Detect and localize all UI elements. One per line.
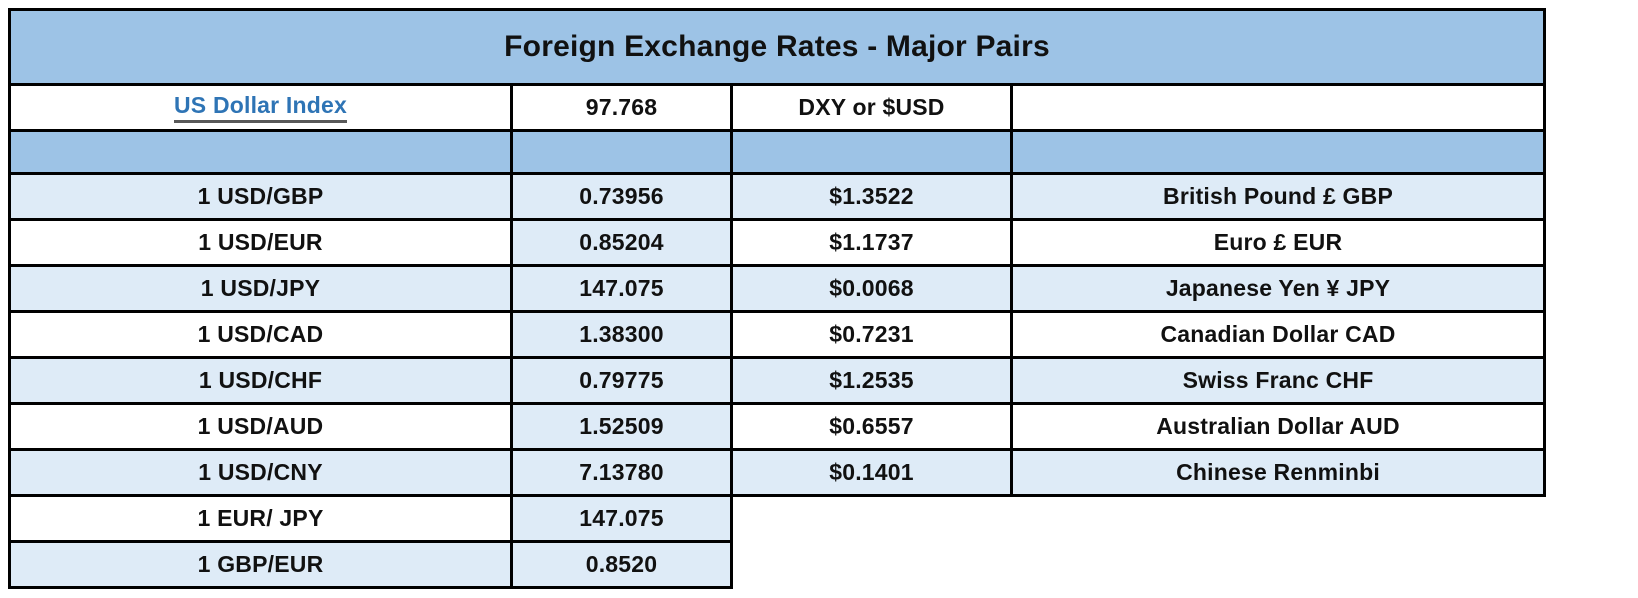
spacer-cell: [510, 129, 733, 175]
table-row-usd-cad: 1 USD/CAD 1.38300 $0.7231 Canadian Dolla…: [8, 310, 1547, 359]
table-row-usd-aud: 1 USD/AUD 1.52509 $0.6557 Australian Dol…: [8, 402, 1547, 451]
table-row-usd-cny: 1 USD/CNY 7.13780 $0.1401 Chinese Renmin…: [8, 448, 1547, 497]
currency-name-cell: Euro £ EUR: [1009, 218, 1547, 267]
rate-cell: 0.73956: [510, 172, 733, 221]
pair-cell: 1 EUR/ JPY: [8, 494, 513, 543]
usd-value-cell: $0.6557: [730, 402, 1013, 451]
table-row-gbp-eur: 1 GBP/EUR 0.8520: [8, 540, 1545, 589]
currency-name-cell: Swiss Franc CHF: [1009, 356, 1547, 405]
rate-cell: 0.85204: [510, 218, 733, 267]
usd-value-cell: $1.2535: [730, 356, 1013, 405]
empty-cell: [1009, 83, 1547, 132]
rate-cell: 0.8520: [510, 540, 733, 589]
rate-cell: 0.79775: [510, 356, 733, 405]
spacer-cell: [8, 129, 513, 175]
usd-value-cell: $1.1737: [730, 218, 1013, 267]
pair-cell: 1 USD/AUD: [8, 402, 513, 451]
pair-cell: 1 USD/CNY: [8, 448, 513, 497]
spacer-row: [8, 129, 1547, 175]
currency-name-cell: British Pound £ GBP: [1009, 172, 1547, 221]
table-row-usd-jpy: 1 USD/JPY 147.075 $0.0068 Japanese Yen ¥…: [8, 264, 1547, 313]
table-title: Foreign Exchange Rates - Major Pairs: [7, 8, 1547, 86]
spacer-cell: [1009, 129, 1547, 175]
fx-rates-table: Foreign Exchange Rates - Major Pairs US …: [7, 8, 1547, 589]
usd-value-cell: $0.0068: [730, 264, 1013, 313]
table-row-usd-eur: 1 USD/EUR 0.85204 $1.1737 Euro £ EUR: [8, 218, 1547, 267]
table-row-usd-chf: 1 USD/CHF 0.79775 $1.2535 Swiss Franc CH…: [8, 356, 1547, 405]
usd-value-cell: $1.3522: [730, 172, 1013, 221]
rate-cell: 147.075: [510, 494, 733, 543]
empty-area: [731, 495, 1545, 542]
pair-cell: 1 USD/JPY: [8, 264, 513, 313]
rate-cell: 1.52509: [510, 402, 733, 451]
currency-name-cell: Chinese Renminbi: [1009, 448, 1547, 497]
table-title-row: Foreign Exchange Rates - Major Pairs: [7, 8, 1547, 86]
pair-cell: 1 USD/GBP: [8, 172, 513, 221]
empty-area: [731, 541, 1545, 588]
usd-value-cell: $0.1401: [730, 448, 1013, 497]
index-label-cell: US Dollar Index: [8, 83, 513, 132]
table-row-usd-gbp: 1 USD/GBP 0.73956 $1.3522 British Pound …: [8, 172, 1547, 221]
index-value-cell: 97.768: [510, 83, 733, 132]
us-dollar-index-link[interactable]: US Dollar Index: [174, 93, 347, 123]
index-symbol-cell: DXY or $USD: [730, 83, 1013, 132]
spacer-cell: [730, 129, 1013, 175]
currency-name-cell: Japanese Yen ¥ JPY: [1009, 264, 1547, 313]
us-dollar-index-row: US Dollar Index 97.768 DXY or $USD: [8, 83, 1547, 132]
usd-value-cell: $0.7231: [730, 310, 1013, 359]
rate-cell: 147.075: [510, 264, 733, 313]
pair-cell: 1 USD/EUR: [8, 218, 513, 267]
pair-cell: 1 GBP/EUR: [8, 540, 513, 589]
table-row-eur-jpy: 1 EUR/ JPY 147.075: [8, 494, 1545, 543]
pair-cell: 1 USD/CHF: [8, 356, 513, 405]
rate-cell: 1.38300: [510, 310, 733, 359]
pair-cell: 1 USD/CAD: [8, 310, 513, 359]
currency-name-cell: Canadian Dollar CAD: [1009, 310, 1547, 359]
rate-cell: 7.13780: [510, 448, 733, 497]
currency-name-cell: Australian Dollar AUD: [1009, 402, 1547, 451]
